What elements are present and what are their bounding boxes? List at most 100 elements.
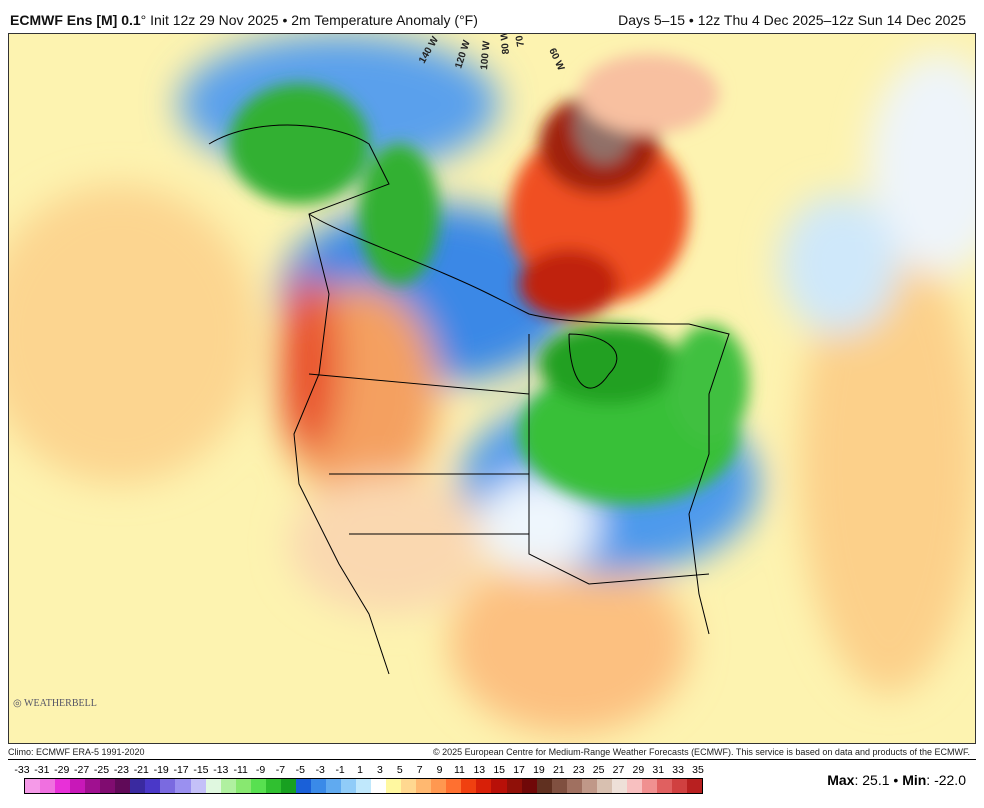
init-text: Init 12z 29 Nov 2025 • 2m Temperature An…	[150, 12, 478, 28]
colorbar-swatch	[611, 779, 627, 793]
colorbar-swatch	[310, 779, 326, 793]
colorbar-tick-label: -23	[113, 764, 129, 776]
lon-label: 100 W	[479, 40, 493, 70]
colorbar-swatch	[85, 779, 101, 793]
colorbar-tick-label: -1	[335, 764, 345, 776]
anomaly-core	[229, 54, 749, 504]
colorbar-tick-label: -15	[193, 764, 209, 776]
colorbar-swatch	[401, 779, 417, 793]
colorbar-swatch	[551, 779, 567, 793]
colorbar-tick-label: 1	[357, 764, 363, 776]
colorbar-swatch	[596, 779, 612, 793]
colorbar-tick-label: 5	[396, 764, 403, 776]
colorbar-swatch	[175, 779, 191, 793]
colorbar-swatch	[476, 779, 492, 793]
weatherbell-logo: ◎ WEATHERBELL	[13, 698, 97, 709]
colorbar-swatch	[235, 779, 251, 793]
valid-period: Days 5–15 • 12z Thu 4 Dec 2025–12z Sun 1…	[618, 12, 966, 28]
colorbar-tick-label: 11	[453, 764, 465, 776]
colorbar-tick-label: 33	[672, 764, 684, 776]
colorbar-swatch	[25, 779, 41, 793]
colorbar-swatch	[55, 779, 71, 793]
max-value: : 25.1 •	[854, 772, 903, 788]
colorbar-swatch	[250, 779, 266, 793]
title: ECMWF Ens [M] 0.1° Init 12z 29 Nov 2025 …	[10, 12, 478, 28]
colorbar-swatch	[325, 779, 341, 793]
colorbar-tick-label: 27	[612, 764, 625, 776]
model-name: ECMWF Ens [M] 0.1	[10, 12, 141, 28]
colorbar-swatch	[190, 779, 206, 793]
colorbar-swatch	[220, 779, 236, 793]
colorbar-swatch	[461, 779, 477, 793]
colorbar-tick-label: 25	[592, 764, 605, 776]
colorbar-swatch	[340, 779, 357, 793]
colorbar-swatch	[687, 779, 703, 793]
colorbar-tick-label: -19	[153, 764, 169, 776]
divider	[8, 759, 976, 760]
colorbar-tick-label: 35	[692, 764, 704, 776]
colorbar-swatch	[431, 779, 447, 793]
colorbar-swatch	[160, 779, 176, 793]
colorbar-swatch	[566, 779, 582, 793]
colorbar-swatch	[205, 779, 221, 793]
colorbar-tick-label: -25	[93, 764, 110, 776]
anomaly-map: 140 W 120 W 100 W 80 W 70 W 60 W ◎ WEATH…	[8, 33, 976, 744]
colorbar-swatch	[416, 779, 432, 793]
colorbar-swatch	[672, 779, 688, 793]
colorbar-tick-label: 7	[416, 764, 423, 776]
colorbar-swatch	[40, 779, 56, 793]
colorbar-tick-label: -17	[173, 764, 189, 776]
colorbar-swatch	[130, 779, 146, 793]
colorbar-tick-label: -27	[74, 764, 90, 776]
max-label: Max	[827, 772, 855, 788]
min-label: Min	[902, 772, 927, 788]
min-value: : -22.0	[926, 772, 966, 788]
colorbar-swatch	[70, 779, 86, 793]
colorbar-tick-label: -33	[14, 764, 30, 776]
degree-symbol: °	[140, 12, 147, 28]
colorbar-swatch	[506, 779, 522, 793]
colorbar-tick-label: -11	[233, 764, 248, 776]
colorbar-swatch	[356, 779, 372, 793]
colorbar-tick-label: 19	[533, 764, 545, 776]
colorbar-tick-label: 9	[436, 764, 443, 776]
colorbar-swatch	[626, 779, 642, 793]
colorbar-tick-label: 23	[572, 764, 585, 776]
lon-label: 70 W	[512, 34, 527, 47]
colorbar-tick-label: -3	[315, 764, 325, 776]
colorbar-tick-label: -21	[133, 764, 149, 776]
colorbar-swatch	[280, 779, 296, 793]
colorbar-tick-label: 3	[376, 764, 383, 776]
coastlines-borders	[208, 124, 730, 675]
colorbar-labels: -33 -31 -29 -27 -25 -23 -21 -19 -17 -15 -13 -11 -9 -7…	[14, 764, 704, 776]
colorbar	[24, 778, 703, 794]
map-canvas: 140 W 120 W 100 W 80 W 70 W 60 W	[9, 34, 975, 743]
copyright-note: © 2025 European Centre for Medium-Range …	[432, 747, 970, 757]
colorbar-tick-label: 17	[513, 764, 525, 776]
colorbar-swatch	[265, 779, 281, 793]
colorbar-swatch	[115, 779, 131, 793]
colorbar-swatch	[386, 779, 402, 793]
colorbar-tick-label: 15	[493, 764, 506, 776]
colorbar-tick-label: -9	[255, 764, 266, 776]
colorbar-swatch	[641, 779, 657, 793]
colorbar-tick-label: 13	[473, 764, 486, 776]
colorbar-tick-label: -13	[213, 764, 229, 776]
max-min-readout: Max: 25.1 • Min: -22.0	[827, 772, 966, 788]
colorbar-swatch	[536, 779, 552, 793]
colorbar-tick-label: 21	[552, 764, 565, 776]
colorbar-swatch	[145, 779, 161, 793]
colorbar-swatch	[100, 779, 116, 793]
colorbar-swatch	[521, 779, 537, 793]
colorbar-tick-label: 29	[632, 764, 645, 776]
colorbar-tick-label: -7	[275, 764, 286, 776]
colorbar-swatch	[371, 779, 387, 793]
colorbar-swatch	[491, 779, 507, 793]
colorbar-tick-label: -29	[54, 764, 70, 776]
lon-label: 80 W	[499, 34, 512, 55]
colorbar-swatch	[656, 779, 673, 793]
colorbar-swatch	[295, 779, 311, 793]
colorbar-tick-label: -31	[34, 764, 50, 776]
colorbar-tick-label: -5	[295, 764, 306, 776]
